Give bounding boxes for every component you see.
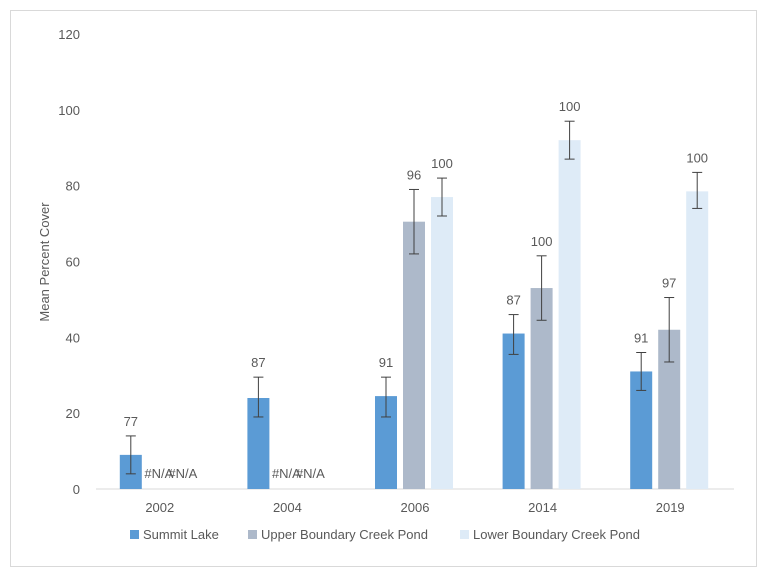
bar — [375, 396, 397, 489]
y-tick-label: 80 — [66, 179, 80, 194]
x-tick-label: 2019 — [656, 500, 685, 515]
y-tick-label: 120 — [58, 27, 80, 42]
data-label: 87 — [506, 293, 520, 308]
bar — [686, 191, 709, 489]
y-tick-label: 0 — [73, 482, 80, 497]
legend-swatch — [248, 530, 257, 539]
y-tick-label: 100 — [58, 103, 80, 118]
data-label: #N/A — [144, 466, 173, 481]
y-tick-label: 40 — [66, 330, 80, 345]
bar — [658, 329, 681, 489]
bar — [530, 288, 553, 489]
data-label: 96 — [407, 167, 421, 182]
x-tick-label: 2014 — [528, 500, 557, 515]
bar — [403, 221, 425, 489]
data-label: 87 — [251, 355, 265, 370]
x-tick-label: 2002 — [145, 500, 174, 515]
data-label: #N/A — [272, 466, 301, 481]
legend-swatch — [460, 530, 469, 539]
bar — [247, 398, 270, 489]
legend-label: Upper Boundary Creek Pond — [261, 527, 428, 542]
y-tick-label: 20 — [66, 406, 80, 421]
legend-label: Summit Lake — [143, 527, 219, 542]
x-tick-label: 2004 — [273, 500, 302, 515]
data-label: #N/A — [168, 466, 197, 481]
data-label: 100 — [431, 156, 453, 171]
data-label: #N/A — [296, 466, 325, 481]
data-label: 100 — [686, 150, 708, 165]
data-label: 77 — [124, 414, 138, 429]
y-tick-label: 60 — [66, 255, 80, 270]
bar — [630, 371, 653, 489]
y-axis-label: Mean Percent Cover — [37, 202, 52, 322]
legend-swatch — [130, 530, 139, 539]
data-label: 100 — [559, 99, 581, 114]
data-label: 100 — [531, 234, 553, 249]
data-label: 97 — [662, 276, 676, 291]
bar — [431, 197, 453, 489]
legend-label: Lower Boundary Creek Pond — [473, 527, 640, 542]
bar — [558, 140, 581, 489]
data-label: 91 — [379, 355, 393, 370]
x-tick-label: 2006 — [401, 500, 430, 515]
bar — [502, 333, 525, 489]
data-label: 91 — [634, 331, 648, 346]
